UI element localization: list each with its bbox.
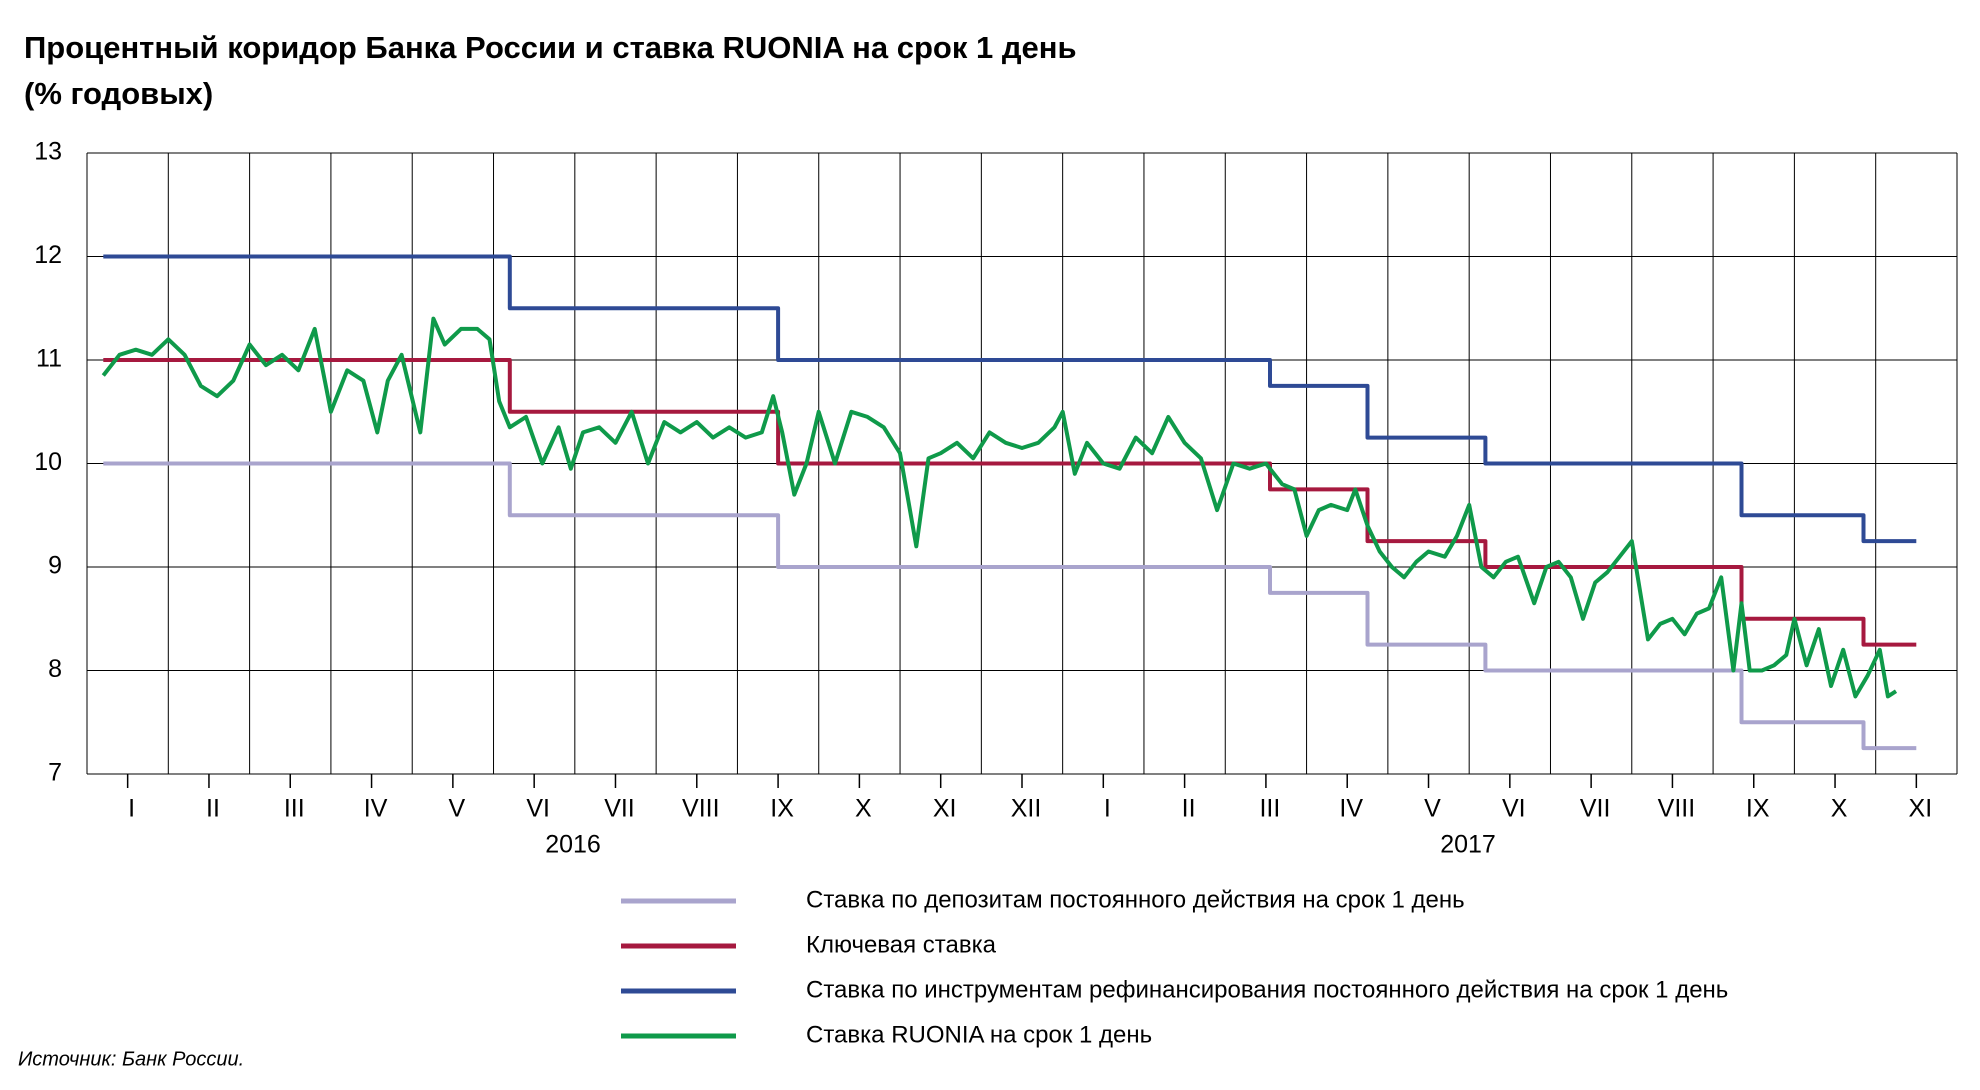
source: Источник: Банк России. <box>18 1048 244 1070</box>
year-label: 2017 <box>1440 831 1496 859</box>
series-line <box>101 316 1898 699</box>
legend-label: Ставка RUONIA на срок 1 день <box>806 1021 1152 1048</box>
y-tick-label: 10 <box>34 448 62 476</box>
x-tick-label: III <box>284 795 305 823</box>
chart-subtitle: (% годовых) <box>24 76 213 111</box>
series-line <box>103 461 1917 751</box>
series-line <box>103 358 1917 647</box>
legend-label: Ставка по депозитам постоянного действия… <box>806 886 1465 913</box>
y-tick-label: 8 <box>48 655 62 683</box>
x-tick-label: XI <box>1909 795 1933 823</box>
x-tick-label: I <box>1104 795 1111 823</box>
x-tick-label: III <box>1259 795 1280 823</box>
x-tick-label: VIII <box>1658 795 1696 823</box>
x-tick-label: IV <box>1339 795 1363 823</box>
x-tick-label: X <box>1831 795 1848 823</box>
x-tick-label: IX <box>1746 795 1770 823</box>
x-tick-label: VII <box>1580 795 1611 823</box>
x-tick-label: V <box>449 795 466 823</box>
y-tick-label: 13 <box>34 138 62 166</box>
x-tick-label: VI <box>526 795 550 823</box>
legend-label: Ключевая ставка <box>806 931 997 958</box>
x-tick-label: IX <box>770 795 794 823</box>
chart-title: Процентный коридор Банка России и ставка… <box>24 30 1077 65</box>
x-tick-label: II <box>1182 795 1196 823</box>
y-tick-label: 12 <box>34 241 62 269</box>
y-tick-label: 9 <box>48 552 62 580</box>
x-tick-label: X <box>855 795 872 823</box>
x-tick-label: XII <box>1011 795 1042 823</box>
x-tick-label: IV <box>364 795 388 823</box>
y-tick-label: 11 <box>36 345 62 373</box>
x-tick-label: II <box>206 795 220 823</box>
x-tick-label: I <box>128 795 135 823</box>
legend-label: Ставка по инструментам рефинансирования … <box>806 976 1728 1003</box>
y-tick-label: 7 <box>48 759 62 787</box>
x-tick-label: VII <box>604 795 635 823</box>
year-label: 2016 <box>545 831 601 859</box>
x-tick-label: V <box>1424 795 1441 823</box>
x-tick-label: VI <box>1502 795 1526 823</box>
x-tick-label: XI <box>933 795 957 823</box>
series-line <box>103 254 1917 544</box>
x-tick-label: VIII <box>682 795 720 823</box>
